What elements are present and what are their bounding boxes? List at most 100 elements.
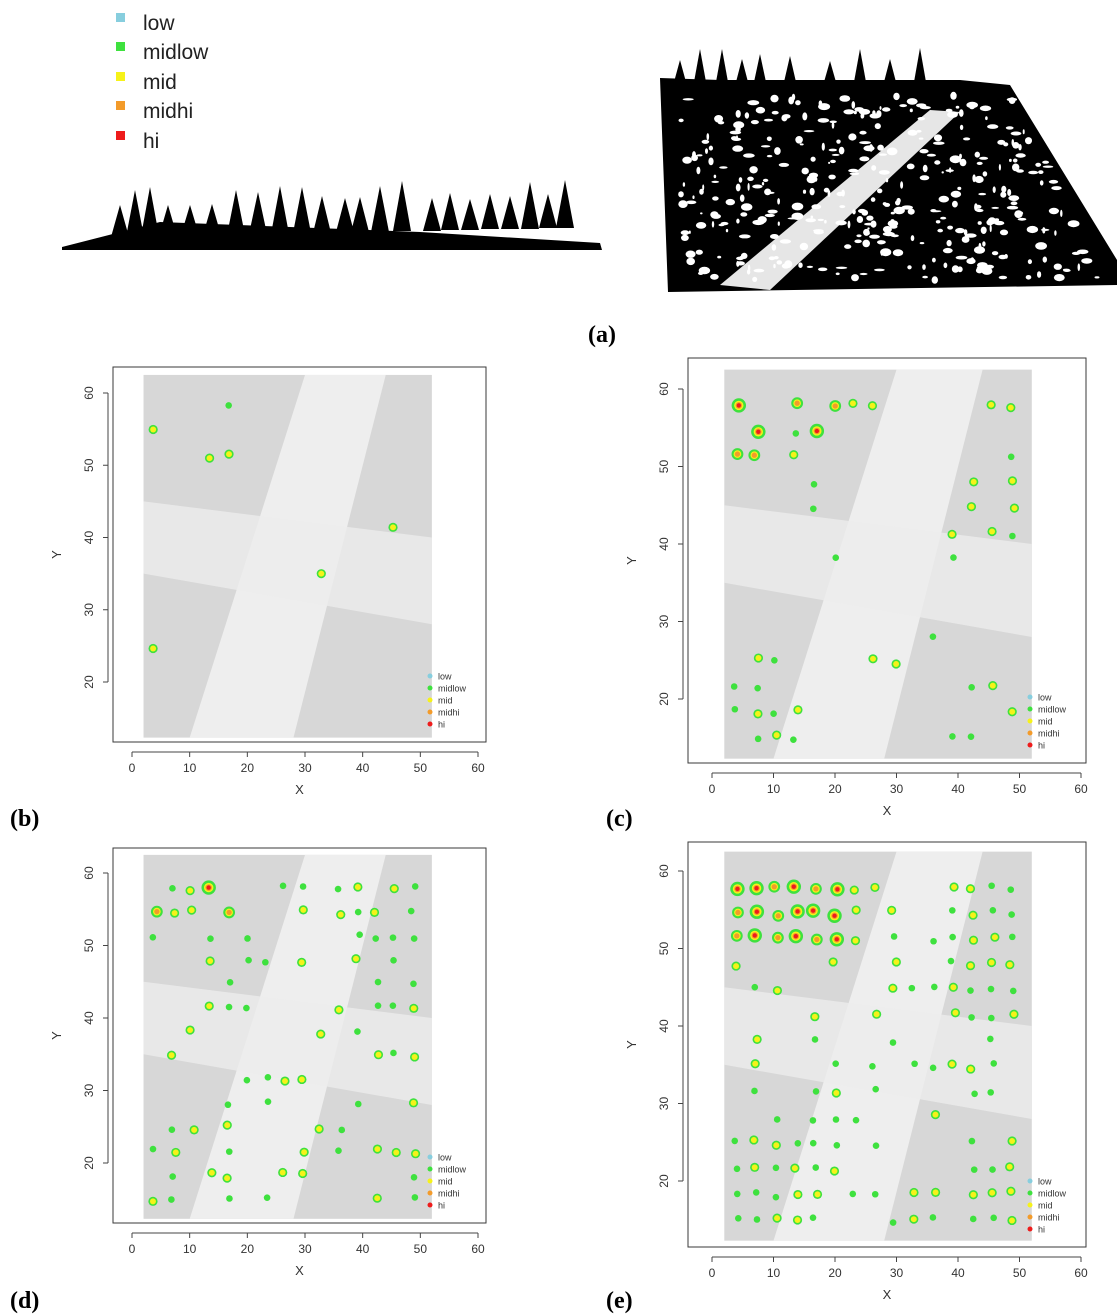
x-tick-label: 10 <box>767 1266 781 1280</box>
tree-marker <box>751 1164 758 1171</box>
x-tick-label: 30 <box>298 761 312 775</box>
tree-crown <box>351 197 369 232</box>
gap <box>711 180 720 183</box>
gap <box>1071 251 1081 255</box>
panel-label-a: (a) <box>588 322 616 348</box>
gap <box>977 221 982 225</box>
tree-marker <box>795 909 800 914</box>
gap <box>836 139 841 144</box>
gap <box>1054 230 1057 236</box>
gap <box>817 118 830 123</box>
gap <box>987 124 999 129</box>
tree-marker <box>299 1170 306 1177</box>
tree-marker <box>834 937 839 942</box>
gap <box>1077 263 1081 272</box>
tree-marker <box>830 958 837 965</box>
gap <box>919 175 930 181</box>
tree-marker <box>225 1003 233 1011</box>
gap <box>950 91 957 100</box>
gap <box>735 126 741 133</box>
y-tick-label: 30 <box>657 615 671 629</box>
tree-marker <box>281 1078 288 1085</box>
tree-marker <box>931 983 938 991</box>
gap <box>1028 170 1039 175</box>
gap <box>1012 142 1020 149</box>
tree-marker <box>773 1142 780 1149</box>
tree-marker <box>771 657 778 664</box>
gap <box>864 231 870 236</box>
legend-swatch-mid <box>116 72 125 81</box>
tree-marker <box>299 883 307 890</box>
gap <box>930 210 942 213</box>
gap <box>702 184 705 191</box>
gap <box>1081 258 1093 264</box>
tree-marker <box>168 1126 176 1134</box>
gap <box>933 141 945 145</box>
tree-marker <box>149 1198 156 1205</box>
tree-marker <box>949 733 956 740</box>
gap <box>809 187 815 196</box>
plot-legend-label: hi <box>438 1201 445 1211</box>
tree-marker <box>735 909 741 916</box>
gap <box>787 217 800 220</box>
gap <box>976 161 983 165</box>
gap <box>1025 275 1032 280</box>
y-tick-label: 40 <box>82 531 96 545</box>
gap <box>989 224 992 233</box>
tree-crown <box>501 196 519 229</box>
gap <box>877 144 884 151</box>
gap <box>900 181 904 189</box>
x-tick-label: 20 <box>828 782 842 796</box>
tree-marker <box>893 661 900 668</box>
tree-marker <box>968 1137 976 1145</box>
gap <box>919 106 931 110</box>
tree-marker <box>792 430 800 437</box>
tree-marker <box>1009 1137 1016 1144</box>
tree-marker <box>988 401 995 408</box>
gap <box>755 106 766 114</box>
gap <box>895 200 901 206</box>
x-tick-label: 20 <box>241 1242 255 1256</box>
plot-legend-label: midlow <box>438 684 467 694</box>
plot-legend-marker <box>427 685 433 691</box>
tree-marker <box>411 883 419 890</box>
gap <box>791 93 796 101</box>
y-tick-label: 20 <box>82 1156 96 1170</box>
tree-marker <box>851 887 858 894</box>
gap <box>795 136 803 144</box>
gap <box>992 186 996 193</box>
tree-marker <box>407 907 415 915</box>
tree-marker <box>356 931 363 938</box>
tree-marker <box>1006 961 1013 968</box>
gap <box>869 144 874 152</box>
plot-legend-label: low <box>1038 1177 1052 1187</box>
tree-marker <box>910 1189 917 1196</box>
clearing-band <box>724 987 1032 1119</box>
gap <box>955 105 960 109</box>
gap <box>699 188 704 195</box>
tree-marker <box>772 1193 780 1201</box>
gap <box>974 175 984 184</box>
gap <box>859 272 868 276</box>
tree-marker <box>187 887 194 894</box>
tree-marker <box>206 885 211 890</box>
gap <box>949 155 962 164</box>
gap <box>982 241 986 247</box>
gap <box>853 110 857 115</box>
gap <box>959 153 962 159</box>
tree-marker <box>990 1214 997 1222</box>
gap <box>959 158 967 167</box>
tree-marker <box>301 1149 308 1156</box>
x-tick-label: 40 <box>951 1266 965 1280</box>
gap <box>856 216 864 223</box>
gap <box>692 195 695 199</box>
gap <box>806 265 814 268</box>
gap <box>1008 195 1020 202</box>
gap <box>719 166 728 169</box>
y-tick-label: 50 <box>657 460 671 474</box>
plot-legend-label: hi <box>438 720 445 730</box>
gap <box>700 212 703 215</box>
x-tick-label: 20 <box>241 761 255 775</box>
tree-marker <box>412 1150 419 1157</box>
tree-marker <box>949 933 956 941</box>
